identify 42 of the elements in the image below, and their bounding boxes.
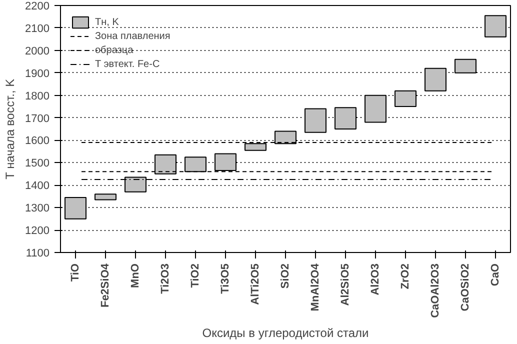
y-axis-title: T начала восст., K: [3, 78, 18, 180]
x-tick-label: Al2O3: [370, 263, 382, 296]
x-tick-label: MnO: [130, 263, 142, 288]
x-tick-label: SiO2: [280, 263, 292, 289]
bar: [94, 194, 116, 200]
x-tick-label: MnAl2O4: [310, 262, 322, 312]
bar: [64, 196, 86, 220]
y-tick-label: 1500: [25, 158, 50, 170]
y-tick-label: 2000: [25, 45, 50, 58]
x-tick-label: Fe2SiO4: [100, 262, 112, 308]
x-tick-label: TiO2: [190, 263, 202, 288]
bar: [394, 90, 416, 108]
y-tick-label: 1800: [25, 90, 50, 102]
bar: [364, 94, 386, 123]
bar: [484, 15, 506, 38]
legend-label: Зона плавления: [95, 30, 170, 43]
bar: [424, 68, 446, 92]
y-tick-label: 1400: [25, 180, 50, 192]
y-tick-label: 1200: [25, 225, 50, 238]
x-tick-label: CaOSiO2: [460, 263, 472, 312]
legend-label: образца: [95, 44, 134, 57]
bar: [454, 58, 476, 74]
y-tick-label: 1700: [25, 112, 50, 125]
x-tick-label: TiO: [70, 263, 82, 282]
legend-label: T эвтект. Fe-C: [95, 58, 160, 71]
x-tick-label: CaOAl2O3: [430, 263, 442, 318]
x-axis-title: Оксиды в углеродистой стали: [202, 326, 369, 340]
y-tick-label: 2200: [25, 0, 50, 12]
y-tick-label: 1900: [25, 68, 50, 80]
x-tick-label: ZrO2: [400, 263, 412, 290]
x-tick-label: Al2SiO5: [340, 263, 352, 306]
x-tick-label: CaO: [490, 263, 502, 286]
y-tick-label: 2100: [25, 22, 50, 35]
x-tick-label: Ti3O5: [220, 263, 232, 294]
y-tick-label: 1100: [26, 248, 50, 260]
bar: [304, 108, 326, 133]
bar: [334, 107, 356, 130]
x-tick-label: Ti2O3: [160, 263, 172, 294]
y-tick-label: 1600: [25, 135, 50, 148]
legend-label: Тн, K: [95, 16, 119, 29]
x-tick-label: AlTi2O5: [250, 263, 262, 305]
y-tick-label: 1300: [25, 202, 50, 215]
